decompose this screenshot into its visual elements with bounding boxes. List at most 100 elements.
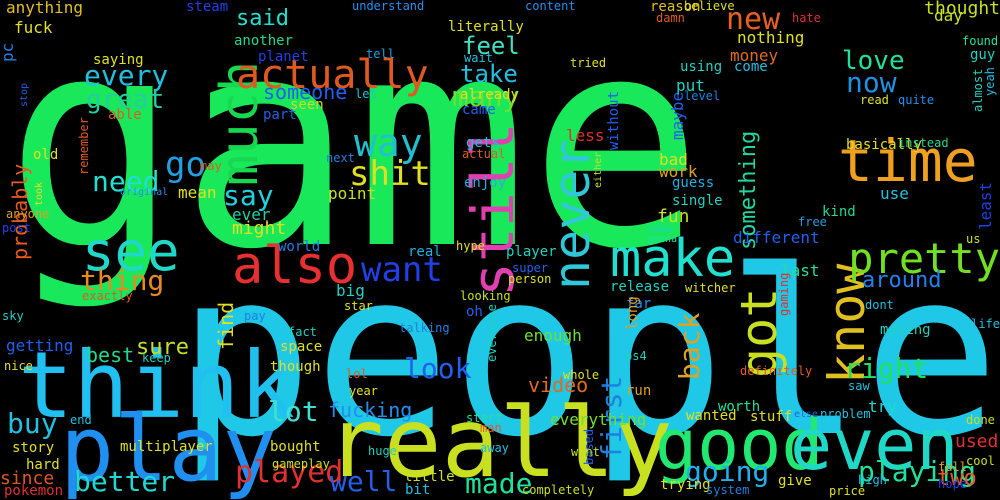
word-space: space [280,339,323,355]
word-oh: oh [466,304,483,320]
word-played: played [235,455,344,490]
word-right: right [844,352,929,385]
word-keep: keep [142,351,171,365]
word-many: many [452,80,520,113]
word-content: content [525,0,576,13]
word-play: play [60,397,277,500]
word-nice: nice [4,359,33,373]
word-planet: planet [258,49,309,65]
word-hate: hate [792,11,821,25]
word-least: least [976,181,995,230]
word-playing: playing [858,455,977,488]
word-huge: huge [368,444,397,458]
word-found: found [962,34,999,48]
word-basically: basically [846,137,922,153]
word-nothing: nothing [737,28,805,47]
word-player: player [506,244,557,260]
word-best: best [86,343,135,367]
word-make: make [610,229,736,289]
word-understand: understand [352,0,425,13]
word-far: far [626,296,652,312]
word-another: another [234,33,294,49]
word-big: big [336,281,365,300]
word-stuff: stuff [750,409,793,425]
word-lot: lot [268,395,319,428]
word-without: without [606,90,622,150]
word-able: able [108,107,142,123]
word-find: find [214,301,238,350]
word-mean: mean [178,183,217,202]
word-tell: tell [366,47,395,61]
word-next: next [326,151,355,165]
word-made: made [465,467,533,500]
word-day: day [934,6,963,25]
word-everyone: everyone [485,304,499,362]
word-now: now [846,66,897,99]
word-even: even [790,404,959,486]
word-reason: reason [650,0,701,15]
word-every: every [84,59,169,92]
word-person: person [508,272,552,286]
word-pokemon: pokemon [4,483,64,499]
word-high: high [858,473,887,487]
word-real: real [408,244,442,260]
word-game: game [5,0,704,313]
word-well: well [330,465,398,498]
word-saying: saying [93,52,144,68]
word-using: using [680,59,723,75]
word-completely: completely [522,483,595,497]
word-definitely: definitely [740,364,813,378]
word-year: year [349,384,378,398]
word-actually: actually [236,52,429,98]
word-idea: idea [648,224,673,235]
word-stop: stop [19,82,30,107]
word-time: time [838,127,978,195]
word-run: run [626,383,652,399]
word-everything: everything [550,410,647,429]
word-bad: bad [659,150,688,169]
word-gets: gets [466,135,500,151]
word-level: level [684,89,721,103]
word-point: point [328,184,377,203]
word-took: took [34,181,45,206]
word-part: part [263,107,297,123]
word-put: put [676,76,705,95]
word-instead: instead [898,136,949,150]
word-man: man [480,421,502,435]
word-seen: seen [290,97,324,113]
word-great: great [86,85,165,115]
word-super: super [512,261,549,275]
word-gaming: gaming [777,272,791,316]
word-getting: getting [6,336,74,355]
word-end: end [70,413,92,427]
word-sky: sky [2,309,24,323]
word-talking: talking [399,321,450,335]
word-already: already [460,87,520,103]
word-looking: looking [460,289,511,303]
word-love: love [842,46,905,76]
word-buy: buy [7,407,58,440]
word-money: money [730,46,779,65]
word-see: see [82,220,180,283]
word-star: star [344,299,373,313]
word-gameplay: gameplay [272,457,330,471]
word-come: come [734,59,768,75]
word-ever: ever [232,205,271,224]
word-either: either [593,151,604,188]
word-sure: sure [136,335,189,360]
word-witcher: witcher [685,281,736,295]
word-life: life [971,317,1000,331]
word-good: good [655,404,824,486]
word-kind: kind [822,204,856,220]
word-damn: damn [656,11,685,25]
word-problem: problem [820,407,871,421]
word-lol: lol [346,367,368,381]
word-two: two [937,466,977,491]
word-video: video [528,373,589,397]
word-saw: saw [848,379,870,393]
word-ps4: ps4 [625,349,647,363]
word-someone: someone [263,80,348,104]
word-people: people [176,221,1000,487]
word-cool: cool [966,454,995,468]
word-try: try [868,397,897,416]
